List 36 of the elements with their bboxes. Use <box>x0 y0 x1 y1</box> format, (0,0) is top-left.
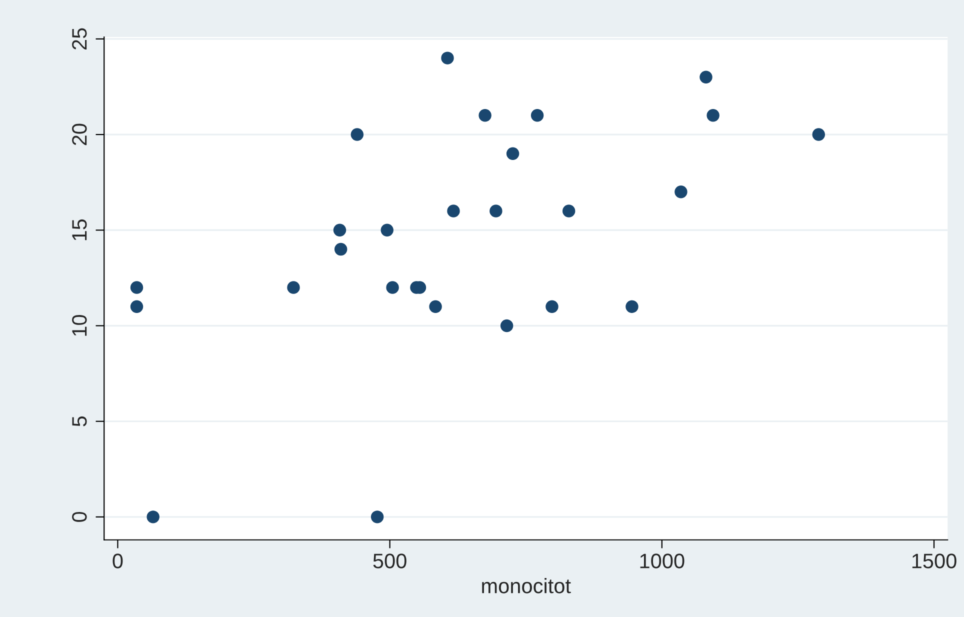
y-tick-label: 15 <box>72 219 87 240</box>
x-tick-label: 0 <box>112 554 123 568</box>
point <box>386 281 399 294</box>
point <box>429 300 442 313</box>
x-tick-label: 1000 <box>640 554 684 568</box>
point <box>706 109 720 122</box>
point <box>287 281 300 294</box>
x-axis-title: monocitot <box>482 578 571 594</box>
x-tick-label: 500 <box>373 554 406 568</box>
point <box>130 300 144 313</box>
y-tick-label: 5 <box>72 416 87 426</box>
point <box>380 224 394 236</box>
point <box>674 186 688 198</box>
point <box>130 281 144 294</box>
point <box>626 300 638 313</box>
point <box>333 224 346 236</box>
point <box>562 204 576 218</box>
y-tick-label: 10 <box>72 314 87 336</box>
point <box>500 319 514 332</box>
point <box>490 204 502 218</box>
point <box>546 300 558 313</box>
point <box>700 70 712 84</box>
y-tick-label: 25 <box>72 28 87 50</box>
point <box>350 128 364 141</box>
point <box>146 510 160 524</box>
y-tick-label: 0 <box>72 512 87 522</box>
point <box>334 242 348 256</box>
point <box>812 128 825 141</box>
point <box>370 510 384 524</box>
point <box>530 109 544 122</box>
point <box>506 147 520 160</box>
point <box>447 204 460 218</box>
x-tick-label: 1500 <box>912 554 956 568</box>
y-tick-label: 20 <box>72 124 87 146</box>
point <box>441 52 454 64</box>
point <box>478 109 492 122</box>
